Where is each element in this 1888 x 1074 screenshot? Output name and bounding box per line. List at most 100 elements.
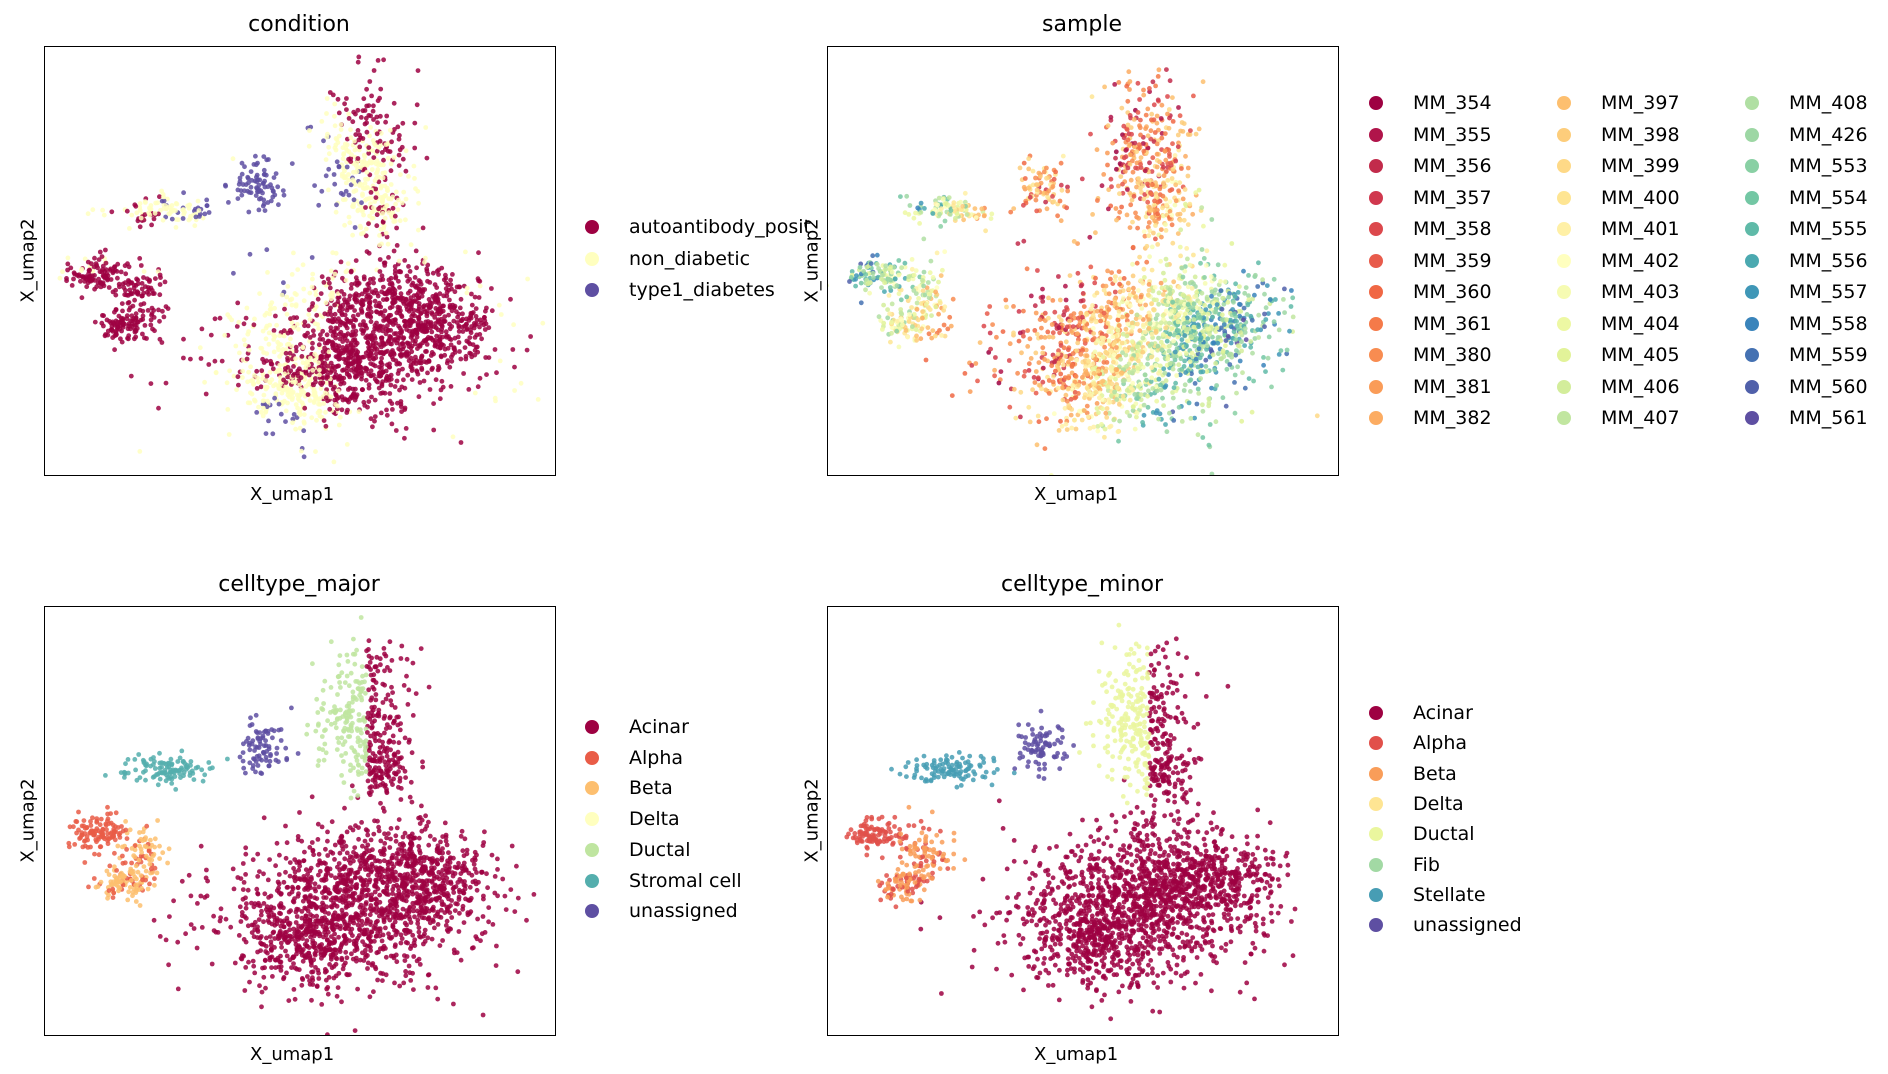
legend-marker: [1745, 411, 1759, 425]
panel-title-celltype-minor: celltype_minor: [1001, 572, 1163, 597]
legend-marker: [1369, 253, 1383, 268]
legend-marker: [1745, 222, 1759, 236]
ylabel-sample: X_umap2: [801, 218, 823, 303]
legend-marker: [585, 220, 599, 234]
legend-label: MM_358: [1413, 218, 1492, 240]
legend-marker: [1557, 285, 1571, 299]
legend-label: MM_556: [1789, 249, 1868, 272]
legend-label: MM_560: [1789, 375, 1868, 398]
legend-marker: [1369, 222, 1383, 236]
legend-label: MM_355: [1413, 123, 1492, 146]
legend-label: Alpha: [1413, 732, 1468, 755]
xlabel-sample: X_umap1: [1034, 484, 1119, 505]
legend-marker: [585, 750, 599, 765]
legend-marker: [585, 812, 599, 827]
legend-label: unassigned: [629, 900, 738, 923]
legend-marker: [1557, 222, 1571, 236]
legend-marker: [1745, 253, 1759, 268]
legend-label: Fib: [1413, 853, 1440, 876]
panel-title-sample: sample: [1042, 12, 1122, 37]
scatter-points: [844, 622, 1298, 1022]
legend-label: Stellate: [1413, 883, 1486, 906]
legend-marker: [1369, 827, 1383, 842]
legend-label: MM_382: [1413, 407, 1492, 429]
plot-area-condition: [44, 46, 556, 476]
plot-area-celltype-minor: [827, 606, 1339, 1036]
legend-marker: [1745, 285, 1759, 299]
legend-marker: [1557, 253, 1571, 268]
legend-label: MM_360: [1413, 281, 1492, 303]
legend-marker: [1557, 127, 1571, 142]
legend-marker: [585, 873, 599, 888]
legend-marker: [585, 251, 599, 266]
panel-title-condition: condition: [248, 12, 350, 37]
ylabel-celltype-major: X_umap2: [17, 778, 39, 863]
scatter-points: [57, 54, 546, 465]
legend-marker: [1369, 379, 1383, 394]
legend-label: MM_357: [1413, 186, 1492, 209]
scatter-points: [66, 615, 537, 1035]
legend-label: autoantibody_posit: [629, 216, 811, 238]
legend-marker: [1369, 96, 1383, 110]
legend-label: Ductal: [1413, 823, 1475, 846]
legend-label: MM_559: [1789, 344, 1868, 366]
legend-label: MM_403: [1601, 281, 1680, 303]
legend-marker: [585, 720, 599, 734]
legend-label: Acinar: [1413, 702, 1473, 724]
legend-marker: [1369, 348, 1383, 362]
legend-marker: [1745, 316, 1759, 331]
legend-marker: [1745, 190, 1759, 205]
legend-marker: [585, 781, 599, 796]
legend-label: type1_diabetes: [629, 279, 775, 301]
legend-label: MM_380: [1413, 344, 1492, 366]
legend-marker: [1369, 887, 1383, 902]
legend-label: MM_354: [1413, 92, 1492, 114]
legend-label: MM_407: [1601, 407, 1680, 429]
legend-label: MM_406: [1601, 375, 1680, 398]
legend-label: MM_400: [1601, 186, 1680, 209]
legend-label: Ductal: [629, 838, 691, 861]
legend-label: Delta: [1413, 792, 1464, 815]
xlabel-celltype-major: X_umap1: [250, 1044, 335, 1065]
legend-label: MM_405: [1601, 344, 1680, 366]
legend-marker: [585, 842, 599, 857]
xlabel-celltype-minor: X_umap1: [1034, 1044, 1119, 1065]
legend-label: MM_399: [1601, 155, 1680, 177]
legend-marker: [1557, 159, 1571, 173]
legend-label: MM_554: [1789, 186, 1868, 209]
legend-label: Alpha: [629, 746, 684, 769]
legend-label: MM_404: [1601, 312, 1680, 335]
legend-label: Stromal cell: [629, 869, 742, 892]
legend-label: MM_398: [1601, 123, 1680, 146]
legend-marker: [1557, 411, 1571, 425]
legend-marker: [1369, 706, 1383, 720]
legend-label: Beta: [629, 777, 673, 800]
legend-marker: [585, 283, 599, 297]
legend-label: MM_557: [1789, 281, 1868, 303]
legend-marker: [1745, 96, 1759, 110]
legend-marker: [1369, 411, 1383, 425]
legend-marker: [1369, 316, 1383, 331]
legend-marker: [1369, 796, 1383, 811]
legend-marker: [1369, 766, 1383, 781]
legend-marker: [1369, 159, 1383, 173]
legend-marker: [1369, 918, 1383, 933]
legend-label: Acinar: [629, 716, 689, 738]
legend-marker: [1369, 127, 1383, 142]
ylabel-celltype-minor: X_umap2: [801, 778, 823, 863]
legend-marker: [1369, 190, 1383, 205]
legend-label: MM_558: [1789, 312, 1868, 335]
legend-label: MM_381: [1413, 375, 1492, 398]
legend-label: MM_553: [1789, 155, 1868, 177]
legend-marker: [1745, 348, 1759, 362]
legend-marker: [1369, 736, 1383, 751]
legend-label: MM_402: [1601, 249, 1680, 272]
scatter-points: [828, 67, 1320, 475]
legend-label: MM_397: [1601, 92, 1680, 114]
legend-marker: [1745, 379, 1759, 394]
legend-label: MM_361: [1413, 312, 1492, 335]
legend-label: MM_356: [1413, 155, 1492, 177]
xlabel-condition: X_umap1: [250, 484, 335, 505]
legend-marker: [1369, 857, 1383, 872]
legend-label: MM_426: [1789, 123, 1868, 146]
